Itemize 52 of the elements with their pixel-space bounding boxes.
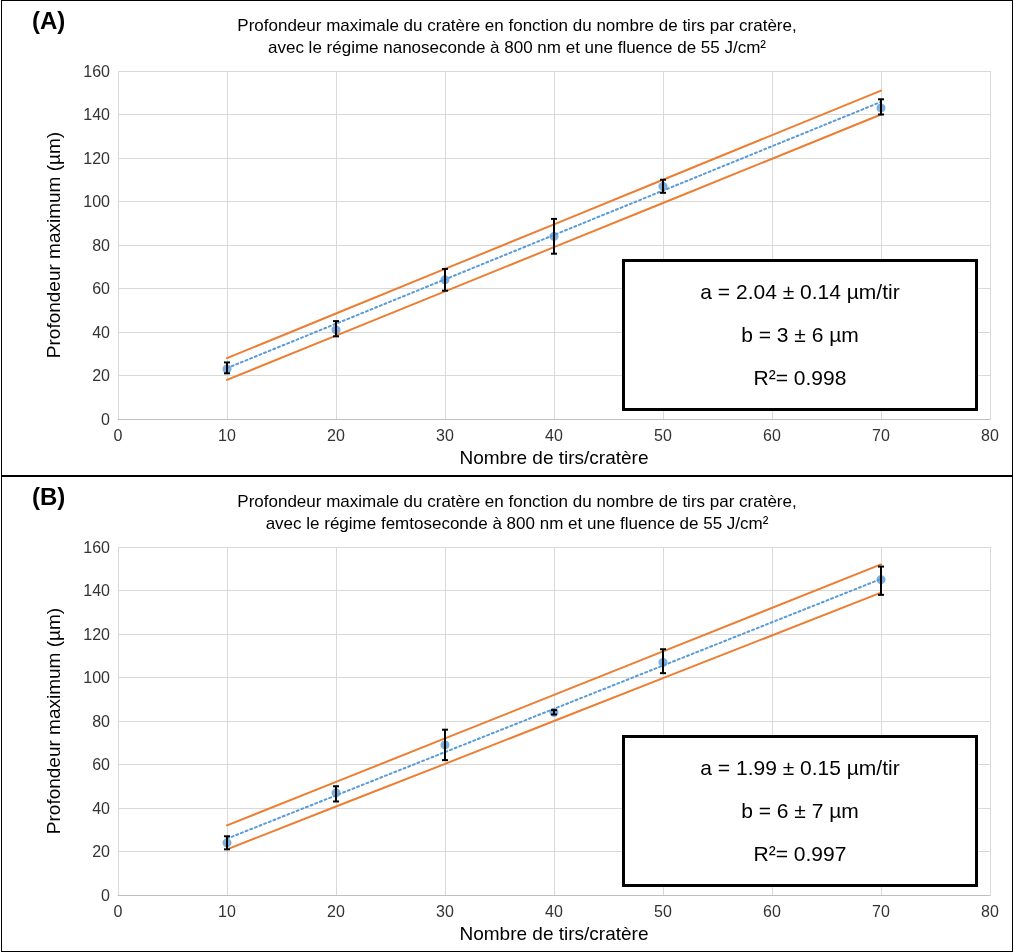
- x-axis-title: Nombre de tirs/cratère: [459, 446, 649, 468]
- text-box: a = 2.04 ± 0.14 µm/tir b = 3 ± 6 µm R²= 0.998: [622, 259, 978, 411]
- x-axis-title: Nombre de tirs/cratère: [459, 922, 649, 944]
- chart-title: Profondeur maximale du cratère en fonction du nombre de tirs par cratère, avec le régime femtoseconde à 800 nm et une fluence de 55 J/cm²: [237, 491, 797, 533]
- x-tick-label: 20: [327, 902, 345, 920]
- text: (B): [32, 483, 66, 511]
- x-tick-label: 60: [763, 902, 781, 920]
- x-tick-label: 50: [654, 426, 672, 444]
- chart-title: Profondeur maximale du cratère en fonction du nombre de tirs par cratère, avec le régime nanoseconde à 800 nm et une fluence de 55 J/cm²: [237, 15, 797, 57]
- y-tick-label: 20: [92, 367, 111, 384]
- annotation: a = 1.99 ± 0.15 µm/tir: [700, 755, 900, 780]
- y-tick-label: 160: [83, 62, 111, 80]
- annotation: b = 3 ± 6 µm: [741, 322, 859, 347]
- y-tick-label: 140: [83, 106, 111, 123]
- annotation: R²= 0.997: [753, 842, 847, 867]
- x-tick-label: 80: [981, 426, 999, 444]
- x-tick-label: 50: [654, 902, 672, 920]
- annotation: b = 6 ± 7 µm: [741, 798, 859, 823]
- y-tick-label: 60: [92, 756, 111, 773]
- y-tick-label: 20: [92, 843, 111, 860]
- y-tick-label: 160: [83, 538, 111, 556]
- y-tick-label: 80: [92, 712, 111, 730]
- text-box: a = 1.99 ± 0.15 µm/tir b = 6 ± 7 µm R²= 0.997: [622, 735, 978, 887]
- y-tick-label: 40: [92, 323, 111, 341]
- x-tick-label: 70: [872, 426, 890, 444]
- y-tick-label: 140: [83, 582, 111, 599]
- x-tick-label: 0: [113, 426, 123, 444]
- x-tick-label: 0: [113, 902, 123, 920]
- annotation: a = 2.04 ± 0.14 µm/tir: [700, 279, 900, 304]
- x-tick-label: 30: [436, 902, 454, 920]
- y-tick-label: 0: [101, 886, 111, 904]
- y-tick-label: 120: [83, 625, 111, 643]
- x-tick-label: 10: [218, 902, 236, 920]
- y-tick-label: 100: [83, 193, 111, 210]
- x-tick-label: 10: [218, 426, 236, 444]
- x-tick-label: 80: [981, 902, 999, 920]
- x-tick-label: 70: [872, 902, 890, 920]
- x-tick-label: 30: [436, 426, 454, 444]
- y-tick-label: 60: [92, 280, 111, 297]
- x-tick-label: 40: [545, 426, 563, 444]
- y-tick-label: 0: [101, 410, 111, 428]
- text: (A): [32, 7, 66, 35]
- annotation: R²= 0.998: [753, 366, 847, 391]
- x-tick-label: 40: [545, 902, 563, 920]
- y-tick-label: 100: [83, 669, 111, 686]
- x-tick-label: 20: [327, 426, 345, 444]
- y-tick-label: 40: [92, 799, 111, 817]
- y-tick-label: 80: [92, 236, 111, 254]
- y-axis-title: Profondeur maximum (µm): [43, 607, 64, 835]
- y-tick-label: 120: [83, 149, 111, 167]
- y-axis-title: Profondeur maximum (µm): [43, 131, 64, 359]
- x-tick-label: 60: [763, 426, 781, 444]
